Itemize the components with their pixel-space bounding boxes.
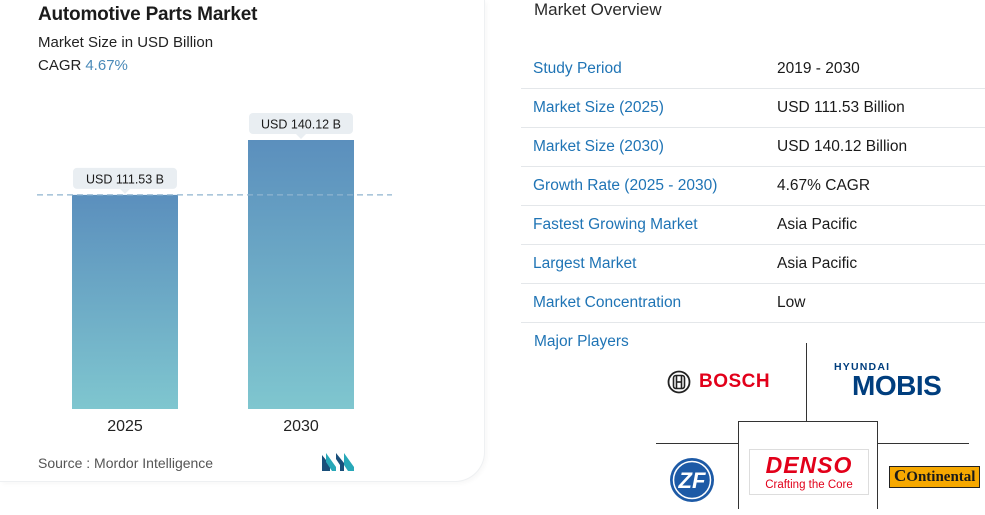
overview-row: Market Size (2030) USD 140.12 Billion xyxy=(521,128,985,167)
players-divider xyxy=(738,421,877,422)
hyundai-mobis-logo: HYUNDAI MOBIS xyxy=(834,361,942,402)
denso-wordmark: DENSO xyxy=(765,452,853,478)
bosch-logo: BOSCH xyxy=(667,370,770,394)
players-divider xyxy=(806,343,807,421)
cagr-line: CAGR 4.67% xyxy=(38,57,128,74)
overview-table: Study Period 2019 - 2030 Market Size (20… xyxy=(521,50,985,323)
row-value: USD 111.53 Billion xyxy=(777,99,905,116)
row-key: Market Size (2025) xyxy=(533,99,664,116)
row-value: Low xyxy=(777,294,806,311)
row-key: Market Size (2030) xyxy=(533,138,664,155)
bosch-armature-icon xyxy=(667,370,691,394)
zf-logo: ZF xyxy=(668,456,716,509)
row-key: Study Period xyxy=(533,60,622,77)
overview-row: Market Size (2025) USD 111.53 Billion xyxy=(521,89,985,128)
overview-title: Market Overview xyxy=(534,0,662,19)
row-value: 2019 - 2030 xyxy=(777,60,860,77)
bar-2025 xyxy=(72,194,178,409)
x-tick-label: 2030 xyxy=(283,418,319,435)
row-key: Fastest Growing Market xyxy=(533,216,698,233)
data-label-pointer xyxy=(296,134,306,139)
chart-title: Automotive Parts Market xyxy=(38,4,258,25)
source-note: Source : Mordor Intelligence xyxy=(38,455,214,471)
cagr-label: CAGR xyxy=(38,57,82,74)
continental-wordmark: COntinental xyxy=(889,466,981,488)
mordor-intelligence-logo xyxy=(322,453,354,471)
denso-tagline: Crafting the Core xyxy=(765,479,853,491)
continental-logo: COntinental xyxy=(889,466,981,488)
data-label-bg xyxy=(73,167,177,189)
players-divider xyxy=(738,421,739,509)
overview-row: Fastest Growing Market Asia Pacific xyxy=(521,206,985,245)
market-size-card: Automotive Parts Market Market Size in U… xyxy=(0,0,485,482)
row-value: Asia Pacific xyxy=(777,255,858,272)
bosch-wordmark: BOSCH xyxy=(699,371,771,392)
overview-row: Largest Market Asia Pacific xyxy=(521,245,985,284)
data-label: USD 140.12 B xyxy=(261,118,341,132)
row-value: Asia Pacific xyxy=(777,216,858,233)
overview-row: Growth Rate (2025 - 2030) 4.67% CAGR xyxy=(521,167,985,206)
players-divider xyxy=(877,443,969,444)
row-value: 4.67% CAGR xyxy=(777,177,871,194)
row-key: Market Concentration xyxy=(533,294,682,311)
overview-row: Study Period 2019 - 2030 xyxy=(521,50,985,89)
row-key: Largest Market xyxy=(533,255,637,272)
chart-subtitle: Market Size in USD Billion xyxy=(38,34,214,51)
zf-badge-icon: ZF xyxy=(670,458,714,502)
x-tick-label: 2025 xyxy=(107,418,143,435)
row-value: USD 140.12 Billion xyxy=(777,138,908,155)
bar-chart: USD 111.53 B 2025 USD 140.12 B 2030 xyxy=(37,113,392,435)
bar-2030 xyxy=(248,140,354,409)
data-label-pointer xyxy=(120,188,130,194)
row-key: Growth Rate (2025 - 2030) xyxy=(533,177,718,194)
major-players-label: Major Players xyxy=(534,333,629,350)
players-divider xyxy=(656,443,738,444)
data-label: USD 111.53 B xyxy=(86,172,164,186)
hyundai-wordmark: HYUNDAI xyxy=(834,361,891,373)
denso-logo: DENSO Crafting the Core xyxy=(749,449,869,495)
zf-letters: ZF xyxy=(678,468,706,493)
overview-row: Market Concentration Low xyxy=(521,284,985,323)
cagr-value: 4.67% xyxy=(85,57,128,74)
data-label-bg xyxy=(249,113,353,134)
mobis-wordmark: MOBIS xyxy=(852,370,942,401)
players-divider xyxy=(877,421,878,509)
